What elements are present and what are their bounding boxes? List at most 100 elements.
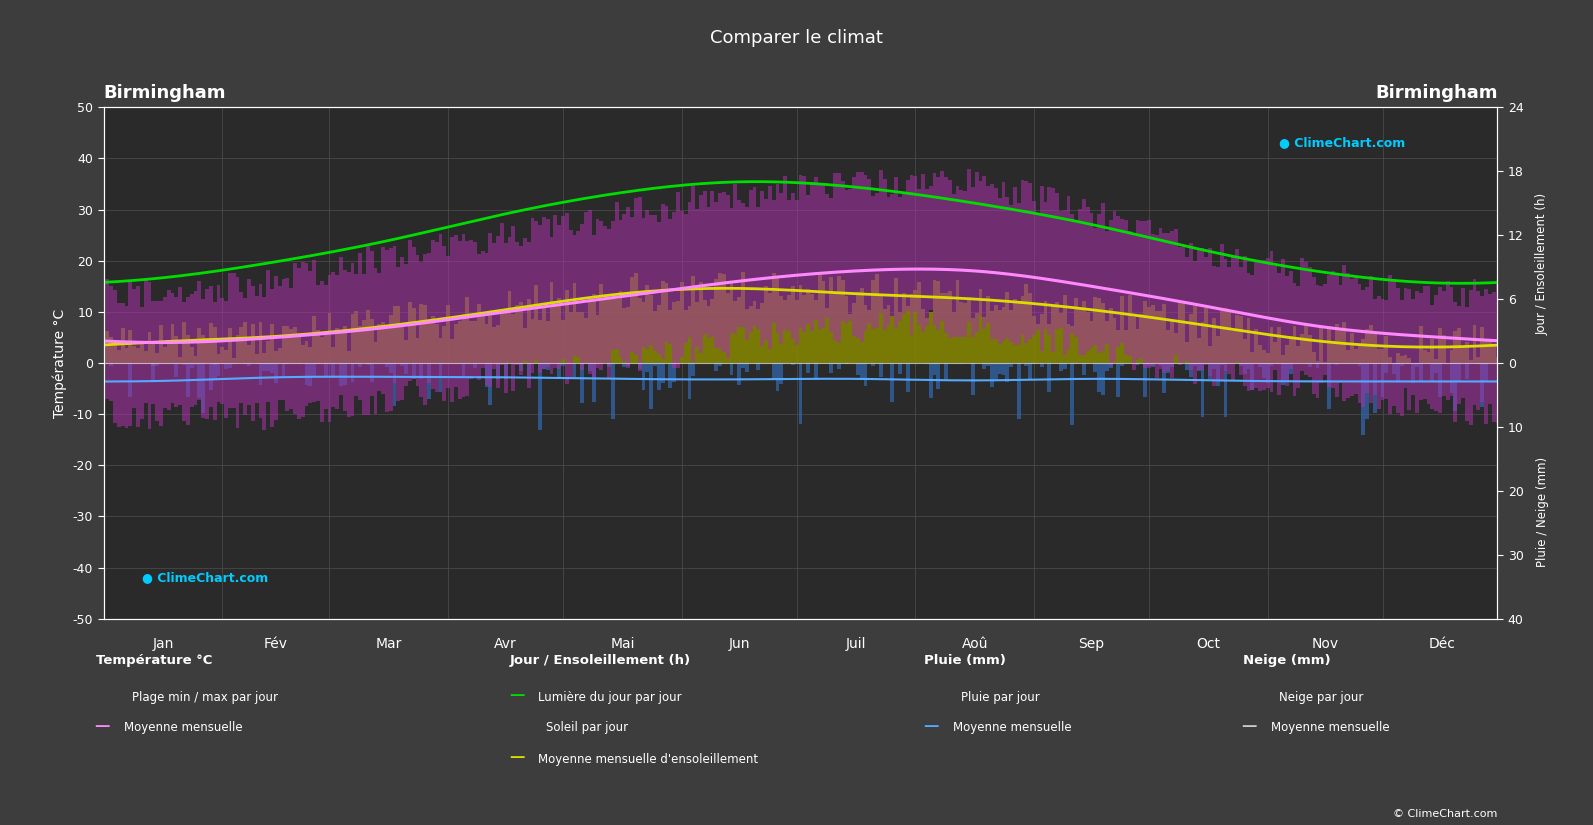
Bar [320, 337, 323, 363]
Bar [1212, 363, 1215, 369]
Bar [757, 363, 760, 370]
Bar [572, 363, 577, 377]
Bar [997, 309, 1002, 363]
Bar [760, 191, 765, 346]
Bar [1029, 183, 1032, 339]
Bar [688, 306, 691, 363]
Bar [304, 363, 309, 385]
Bar [1196, 363, 1201, 370]
Bar [970, 187, 975, 337]
Bar [405, 340, 408, 363]
Bar [626, 207, 631, 368]
Bar [1185, 257, 1188, 361]
Bar [1384, 336, 1388, 363]
Text: Moyenne mensuelle: Moyenne mensuelle [124, 721, 242, 734]
Bar [615, 299, 618, 363]
Text: Lumière du jour par jour: Lumière du jour par jour [538, 691, 682, 704]
Bar [296, 268, 301, 418]
Bar [508, 291, 511, 363]
Bar [650, 295, 653, 363]
Bar [508, 238, 511, 363]
Bar [1021, 295, 1024, 363]
Bar [274, 351, 277, 363]
Bar [841, 280, 844, 363]
Bar [612, 297, 615, 363]
Text: Neige (mm): Neige (mm) [1243, 654, 1330, 667]
Bar [1262, 363, 1266, 378]
Bar [217, 363, 220, 376]
Bar [894, 177, 898, 328]
Bar [1204, 308, 1209, 363]
Bar [534, 220, 538, 360]
Bar [1258, 363, 1262, 367]
Text: Nov: Nov [1311, 637, 1338, 651]
Bar [323, 363, 328, 376]
Bar [722, 192, 726, 352]
Bar [1063, 363, 1067, 369]
Bar [1496, 356, 1499, 363]
Bar [951, 312, 956, 363]
Bar [519, 246, 523, 375]
Bar [358, 253, 362, 400]
Bar [274, 276, 277, 420]
Text: Fév: Fév [264, 637, 288, 651]
Bar [776, 184, 779, 333]
Bar [707, 305, 710, 363]
Text: ─: ─ [924, 718, 937, 738]
Bar [534, 285, 538, 363]
Bar [186, 335, 190, 363]
Bar [386, 363, 389, 366]
Bar [328, 275, 331, 422]
Bar [730, 281, 733, 363]
Bar [588, 210, 591, 375]
Bar [285, 277, 290, 411]
Bar [959, 363, 964, 364]
Bar [225, 301, 228, 417]
Bar [339, 363, 342, 386]
Bar [113, 343, 116, 363]
Bar [994, 188, 997, 339]
Bar [746, 309, 749, 363]
Bar [612, 363, 615, 418]
Bar [1055, 302, 1059, 363]
Bar [427, 253, 432, 383]
Bar [1247, 318, 1251, 363]
Bar [752, 301, 757, 363]
Text: Jan: Jan [153, 637, 174, 651]
Bar [378, 323, 381, 363]
Bar [561, 319, 566, 363]
Bar [312, 261, 315, 402]
Bar [473, 321, 476, 363]
Bar [642, 219, 645, 347]
Bar [1258, 345, 1262, 363]
Bar [1043, 202, 1048, 328]
Bar [830, 276, 833, 363]
Bar [1434, 295, 1438, 411]
Bar [527, 242, 530, 389]
Bar [247, 345, 252, 363]
Bar [339, 257, 342, 395]
Bar [1427, 286, 1431, 404]
Bar [1438, 363, 1442, 397]
Bar [362, 275, 366, 416]
Bar [413, 309, 416, 363]
Bar [653, 311, 656, 363]
Bar [309, 363, 312, 386]
Bar [691, 276, 695, 363]
Text: ─: ─ [510, 749, 523, 769]
Bar [669, 310, 672, 363]
Bar [454, 324, 457, 363]
Bar [470, 321, 473, 363]
Bar [906, 180, 910, 311]
Bar [1297, 346, 1300, 363]
Bar [871, 363, 875, 365]
Bar [951, 195, 956, 337]
Bar [1458, 363, 1461, 382]
Bar [116, 304, 121, 427]
Bar [335, 275, 339, 409]
Bar [811, 182, 814, 331]
Bar [296, 333, 301, 363]
Bar [932, 280, 937, 363]
Bar [1098, 363, 1101, 392]
Bar [817, 272, 822, 363]
